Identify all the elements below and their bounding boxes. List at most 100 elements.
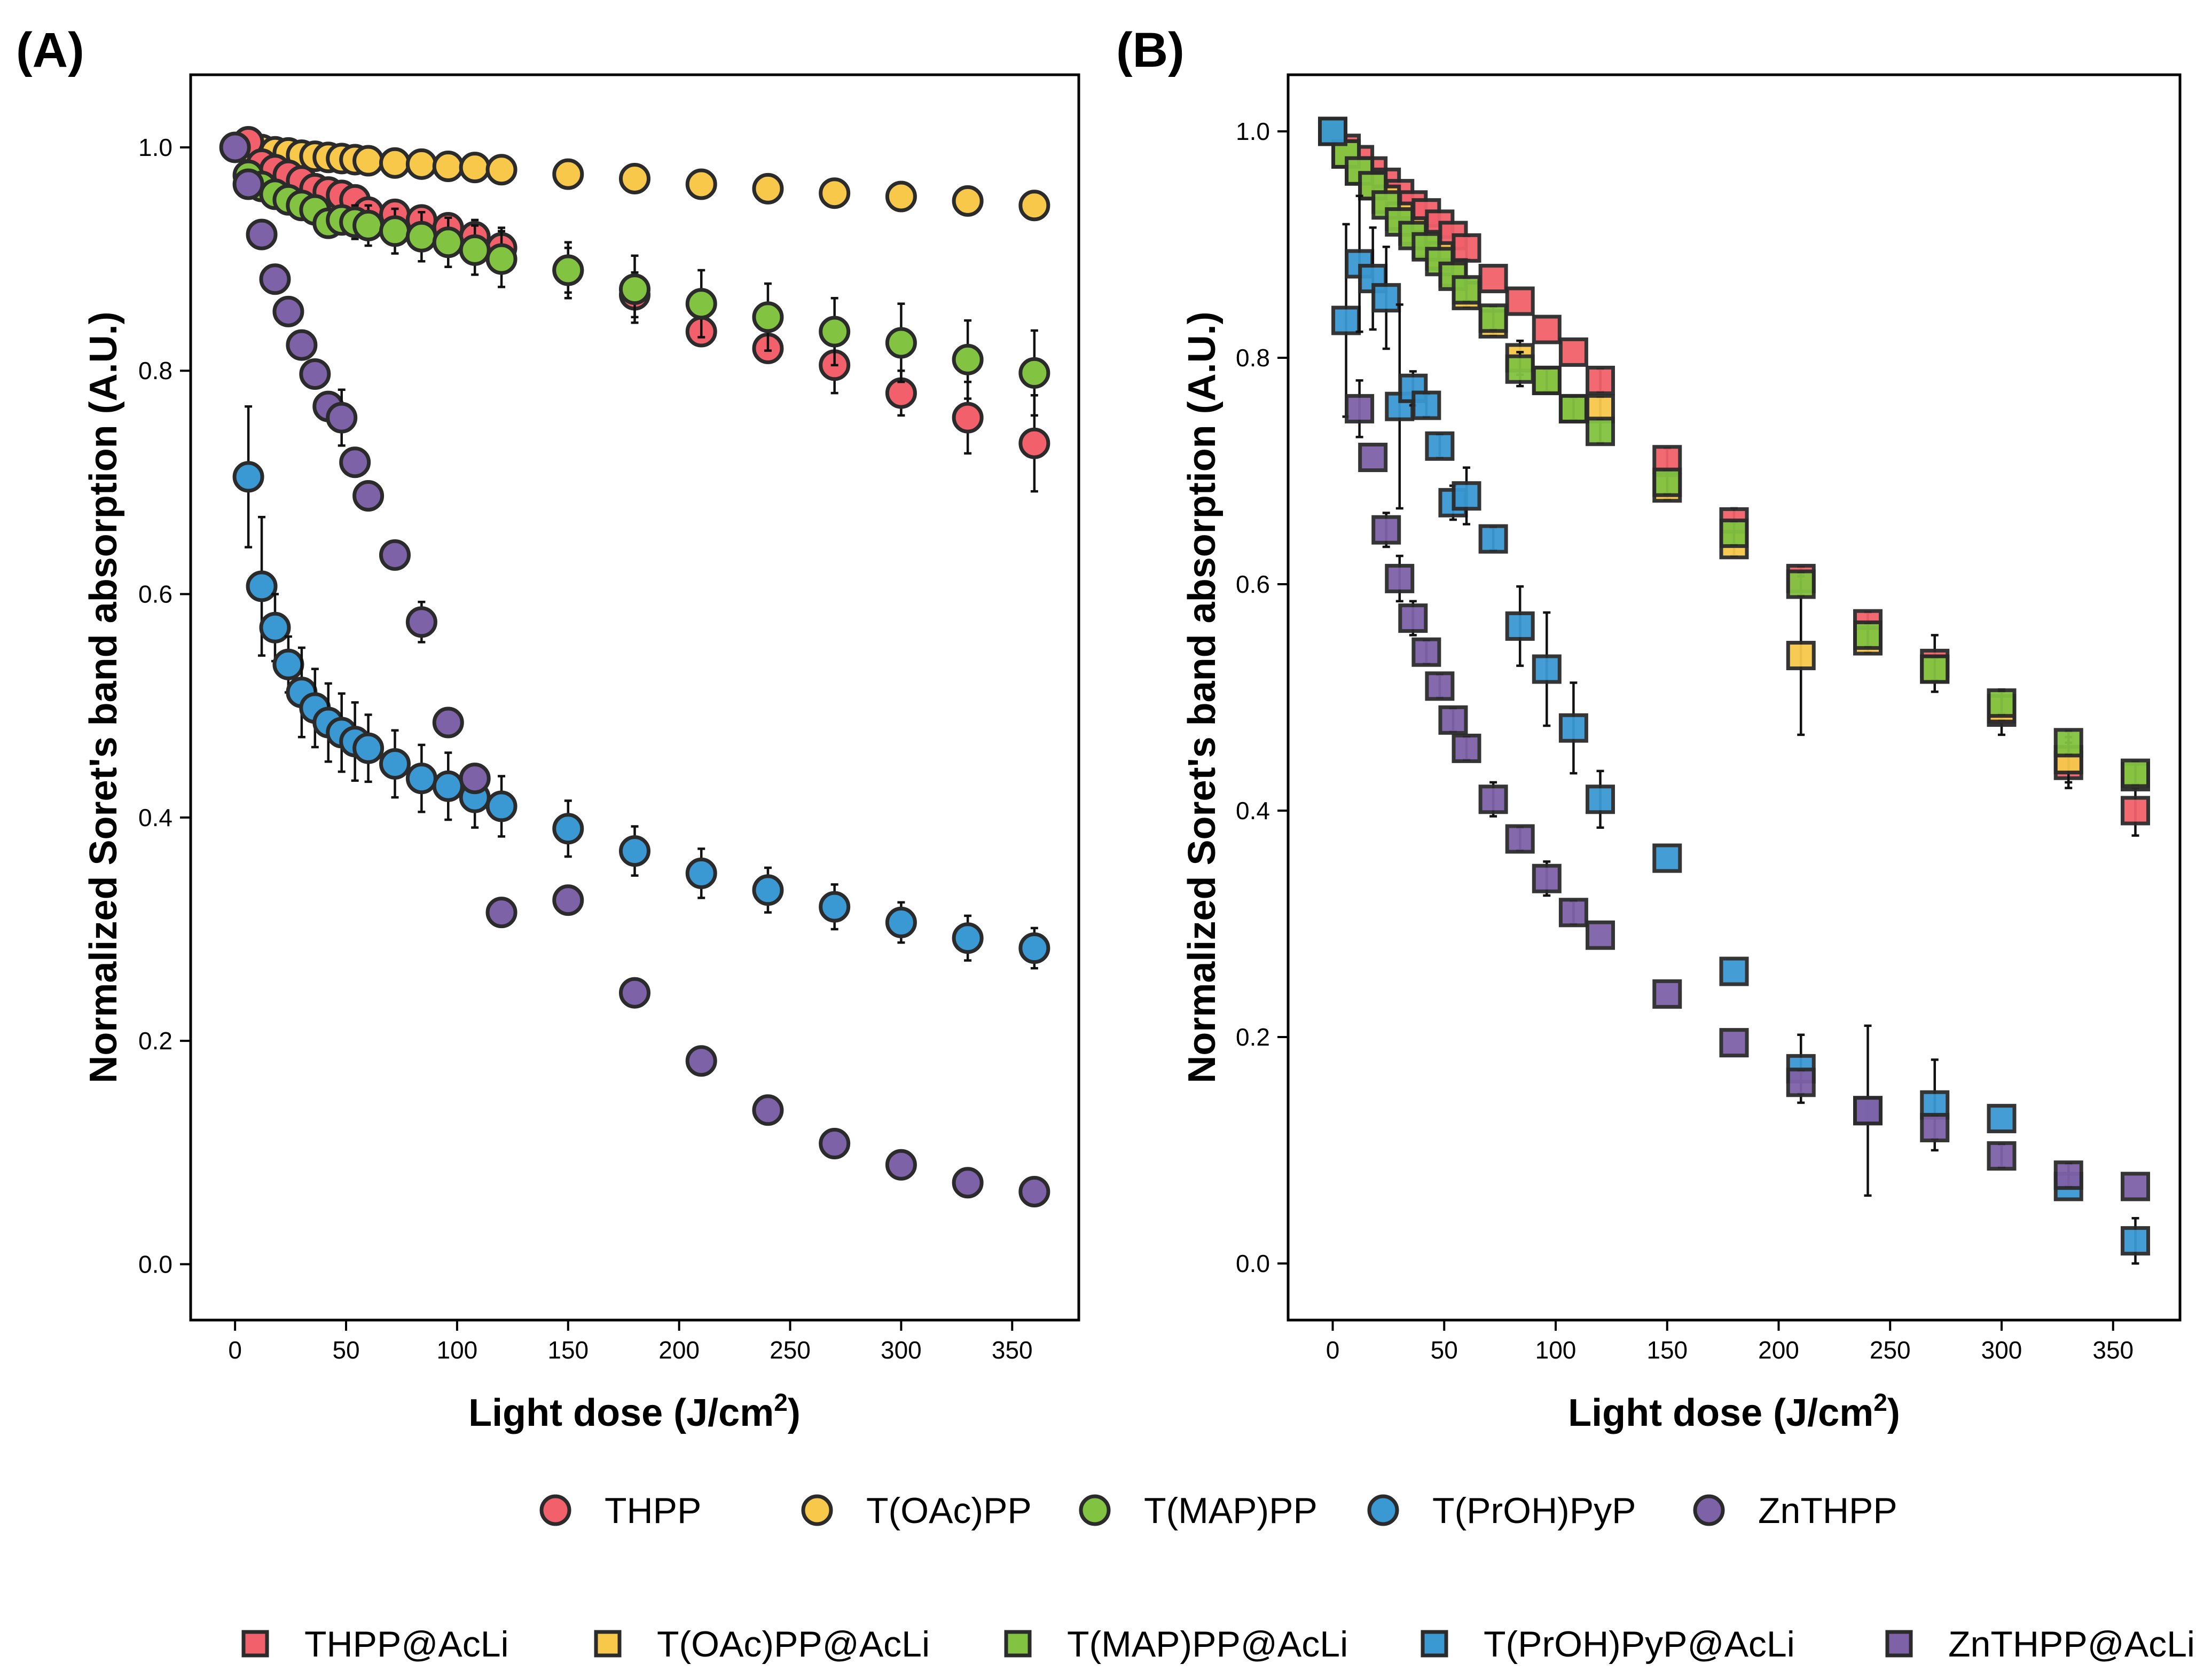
data-point: [2053, 1160, 2083, 1190]
data-point: [752, 874, 784, 906]
data-point: [1018, 932, 1050, 964]
panel-a-y-axis-title: Normalized Soret's band absorption (A.U.…: [82, 311, 125, 1083]
data-point: [405, 148, 437, 180]
panel-b: (B) 0 50 100 150 200 250 300 350 0.0 0.2 0.4 0.6 0.8…: [1116, 23, 2182, 1434]
data-point: [352, 480, 385, 512]
data-point: [752, 172, 784, 205]
data-point: [2121, 1226, 2150, 1256]
legend-key: [1885, 1630, 1913, 1658]
data-point: [1532, 315, 1562, 344]
data-point: [1018, 1175, 1050, 1207]
panel-b-frame: [1287, 73, 2182, 1322]
data-point: [1920, 1113, 1950, 1143]
data-point: [1385, 563, 1415, 593]
data-point: [232, 168, 264, 200]
data-point: [952, 922, 984, 954]
data-point: [1425, 431, 1455, 461]
data-point: [1558, 394, 1588, 423]
data-point: [1505, 611, 1535, 641]
data-point: [1452, 233, 1481, 263]
panel-a-x-tick-label: 250: [770, 1336, 811, 1364]
data-point: [459, 763, 491, 795]
data-point: [619, 273, 650, 305]
data-point: [1505, 286, 1535, 316]
panel-b-y-tick-label: 0.6: [1236, 570, 1270, 598]
legend-label: T(PrOH)PyP@AcLi: [1484, 1624, 1795, 1665]
data-point: [379, 215, 411, 247]
panel-b-series-t-map-pp-acli: [1318, 116, 2150, 788]
data-point: [1853, 620, 1883, 650]
data-point: [326, 402, 358, 434]
data-point: [485, 790, 517, 822]
data-point: [1018, 357, 1050, 389]
legend-item-t-oac-pp-acli: T(OAc)PP@AcLi: [594, 1624, 930, 1665]
panel-a-x-tick-label: 100: [437, 1336, 478, 1364]
data-point: [1411, 390, 1441, 420]
legend-item-t-proh-pyp: T(PrOH)PyP: [1367, 1490, 1636, 1531]
data-point: [272, 648, 304, 680]
data-point: [1987, 1104, 2017, 1134]
data-point: [885, 377, 917, 409]
data-point: [952, 402, 984, 434]
data-point: [2121, 1172, 2150, 1202]
data-point: [405, 763, 437, 795]
panel-a-y-tick-label: 0.6: [138, 580, 172, 608]
data-point: [1478, 264, 1508, 294]
data-point: [885, 906, 917, 938]
legend-key: [801, 1494, 833, 1526]
data-point: [432, 706, 464, 739]
data-point: [1411, 637, 1441, 667]
panel-a-x-tick-label: 350: [992, 1336, 1033, 1364]
panel-b-x-tick-label: 250: [1870, 1336, 1911, 1364]
legend-item-t-proh-pyp-acli: T(PrOH)PyP@AcLi: [1421, 1624, 1795, 1665]
panel-b-x-tick-label: 100: [1535, 1336, 1577, 1364]
legend-key: [1421, 1630, 1448, 1658]
legend-key: [594, 1630, 622, 1658]
legend-item-thpp: THPP: [539, 1490, 701, 1531]
panel-a-frame: [189, 73, 1080, 1322]
data-point: [1987, 688, 2017, 718]
panel-b-marks: [1318, 116, 2150, 1265]
data-point: [552, 158, 584, 190]
panel-b-series-t-proh-pyp-acli: [1318, 116, 2150, 1265]
panel-b-axes: 0 50 100 150 200 250 300 350 0.0 0.2 0.4 0.6 0.8 1.0: [1236, 117, 2134, 1364]
data-point: [379, 539, 411, 571]
data-point: [299, 358, 331, 390]
data-point: [819, 316, 851, 348]
data-point: [1478, 524, 1508, 554]
data-point: [819, 177, 851, 209]
legend-label: ZnTHPP: [1758, 1490, 1897, 1531]
data-point: [1371, 283, 1401, 313]
data-point: [1478, 303, 1508, 333]
panel-a-series-znthpp: [219, 131, 1050, 1207]
data-point: [819, 1128, 851, 1160]
data-point: [352, 209, 385, 241]
data-point: [1018, 427, 1050, 459]
data-point: [1786, 569, 1816, 599]
data-point: [1438, 705, 1468, 735]
data-point: [1331, 305, 1361, 335]
legend-item-znthpp: ZnTHPP: [1693, 1490, 1897, 1531]
data-point: [619, 977, 650, 1009]
panel-a-x-axis-title: Light dose (J/cm2): [468, 1388, 801, 1434]
data-point: [1586, 417, 1615, 446]
data-point: [1532, 365, 1562, 395]
data-point: [405, 221, 437, 253]
data-point: [1719, 1028, 1749, 1058]
data-point: [1452, 275, 1481, 305]
data-point: [432, 151, 464, 183]
data-point: [1719, 519, 1749, 548]
data-point: [459, 234, 491, 266]
panel-b-y-tick-label: 0.8: [1236, 344, 1270, 372]
data-point: [2053, 728, 2083, 758]
panel-b-x-axis-title: Light dose (J/cm2): [1568, 1388, 1900, 1434]
data-point: [485, 154, 517, 186]
data-point: [459, 152, 491, 184]
panel-a-x-tick-label: 300: [881, 1336, 922, 1364]
data-point: [952, 185, 984, 217]
data-point: [259, 263, 291, 295]
data-point: [1586, 784, 1615, 814]
legend-item-t-oac-pp: T(OAc)PP: [801, 1490, 1032, 1531]
legend-item-t-map-pp: T(MAP)PP: [1079, 1490, 1317, 1531]
panel-b-x-tick-label: 50: [1431, 1336, 1458, 1364]
